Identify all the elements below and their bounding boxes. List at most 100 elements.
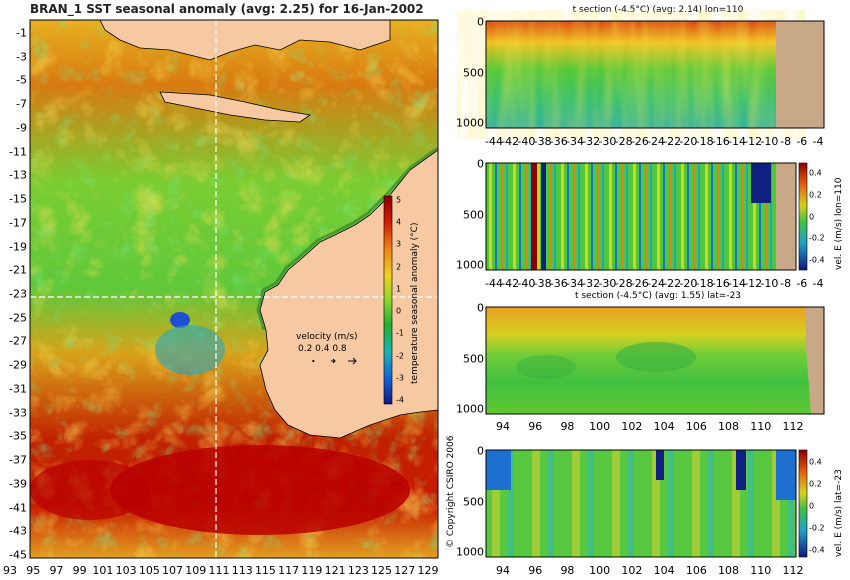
map-y-tick: -1	[16, 26, 27, 40]
land-indonesia	[99, 19, 391, 61]
vel-section-lat23-plot	[485, 449, 797, 558]
map-y-tick: -43	[9, 524, 27, 538]
panel1-x-tick: -14	[728, 135, 746, 148]
panel2-y-tick: 0	[477, 157, 484, 171]
panel2-y-tick: 500	[463, 208, 484, 221]
map-y-tick: -41	[9, 501, 27, 515]
panel2-colorbar-tick: -0.2	[809, 233, 825, 243]
panel4-x-tick: 100	[589, 564, 611, 577]
map-y-tick: -3	[16, 50, 27, 64]
map-x-tick: 117	[278, 564, 300, 577]
panel4-x-tick: 110	[750, 564, 772, 577]
map-x-tick: 109	[185, 564, 207, 577]
panel4-x-tick: 94	[496, 564, 510, 577]
panel4-colorbar-tick: 0.2	[809, 479, 822, 489]
map-x-tick: 115	[254, 564, 276, 577]
coastal-cool-water	[256, 146, 439, 331]
panel4-x-tick: 108	[718, 564, 740, 577]
panel2-x-tick: -22	[663, 277, 682, 290]
panel4-colorbar-label: vel. E (m/s) lat=-23	[834, 469, 844, 557]
panel1-y-tick: 1000	[456, 116, 484, 130]
panel4-x-tick: 112	[782, 564, 804, 577]
panel2-x-tick: -30	[598, 277, 617, 290]
map-y-tick: -13	[9, 168, 27, 182]
panel1-y-tick: 0	[477, 15, 484, 29]
panel2-x-tick: -44	[485, 277, 503, 290]
map-y-tick: -25	[9, 311, 27, 325]
panel2-x-tick: -16	[711, 277, 730, 290]
panel4-x-tick: 106	[685, 564, 707, 577]
panel4-x-tick: 98	[560, 564, 575, 577]
map-colorbar-tick: 0	[396, 306, 402, 316]
panel3-y-tick: 0	[477, 301, 484, 315]
map-x-tick: 101	[92, 564, 114, 577]
panel3-x-tick: 100	[589, 420, 611, 433]
map-y-tick: -39	[9, 477, 27, 491]
panel4-colorbar-tick: 0	[809, 501, 815, 511]
warm-anomaly-south	[110, 445, 410, 535]
panel4-colorbar	[798, 449, 808, 558]
panel2-colorbar-tick: 0	[809, 212, 815, 221]
map-y-tick: -17	[9, 216, 27, 230]
panel2-colorbar-label: vel. E (m/s) lon=110	[834, 177, 844, 270]
panel1-x-tick: -30	[598, 135, 617, 148]
panel1-x-tick: -28	[614, 135, 633, 148]
panel2-x-tick: -10	[760, 277, 779, 290]
map-y-tick: -5	[16, 73, 27, 87]
panel3-y-tick: 500	[463, 352, 484, 365]
map-colorbar-tick: -3	[396, 373, 404, 383]
panel1-x-tick: -38	[533, 135, 552, 148]
map-x-tick: 99	[72, 564, 87, 577]
panel4-colorbar-tick: -0.4	[809, 545, 825, 555]
panel4-x-tick: 96	[528, 564, 543, 577]
section-land	[776, 21, 824, 128]
panel3-x-tick: 106	[685, 420, 707, 433]
panel3-x-tick: 112	[782, 420, 804, 433]
page-title: BRAN_1 SST seasonal anomaly (avg: 2.25) …	[30, 2, 424, 16]
panel1-x-tick: -18	[695, 135, 714, 148]
map-y-tick: -37	[9, 453, 27, 467]
map-x-tick: 123	[347, 564, 369, 577]
panel1-x-tick: -42	[501, 135, 520, 148]
map-colorbar-label: temperature seasonal anomaly (°C)	[410, 222, 420, 384]
velocity-legend-values: 0.2 0.4 0.8	[298, 344, 347, 354]
panel2-x-tick: -20	[679, 277, 698, 290]
panel4-y-tick: 500	[463, 495, 484, 508]
map-x-tick: 127	[394, 564, 416, 577]
panel3-x-tick: 110	[750, 420, 772, 433]
panel1-x-tick: -40	[517, 135, 536, 148]
velocity-legend-label: velocity (m/s)	[296, 332, 358, 342]
panel1-title: t section (-4.5°C) (avg: 2.14) lon=110	[572, 5, 744, 15]
t-section-lon110-plot	[485, 20, 825, 129]
map-x-tick: 113	[231, 564, 253, 577]
map-colorbar-tick: 3	[396, 239, 402, 249]
panel2-x-tick: -38	[533, 277, 552, 290]
panel2-colorbar-tick: -0.4	[809, 255, 825, 265]
panel3-x-tick: 96	[528, 420, 543, 433]
map-colorbar-tick: 2	[396, 262, 402, 272]
panel3-x-tick: 108	[718, 420, 740, 433]
copyright-notice: © Copyright CSIRO 2006	[446, 435, 456, 548]
panel2-x-tick: -36	[549, 277, 568, 290]
panel2-x-tick: -18	[695, 277, 714, 290]
panel1-x-tick: -12	[744, 135, 763, 148]
panel1-x-tick: -6	[796, 135, 808, 148]
panel3-x-tick: 102	[621, 420, 643, 433]
panel4-colorbar-tick: -0.2	[809, 523, 825, 533]
map-y-tick: -31	[9, 382, 27, 396]
vel-section-lon110-plot	[485, 162, 797, 271]
map-y-tick: -15	[9, 192, 27, 206]
map-x-tick: 129	[417, 564, 439, 577]
map-y-tick: -27	[9, 334, 27, 348]
panel4-colorbar-tick: 0.4	[809, 457, 822, 467]
panel2-x-tick: -4	[812, 277, 824, 290]
panel1-x-tick: -8	[780, 135, 792, 148]
panel3-x-tick: 98	[560, 420, 575, 433]
panel1-y-tick: 500	[463, 66, 484, 79]
map-x-tick: 107	[162, 564, 184, 577]
map-colorbar-tick: -4	[396, 395, 404, 405]
map-y-tick: -7	[16, 97, 27, 111]
panel4-x-tick: 102	[621, 564, 643, 577]
map-x-tick: 105	[138, 564, 160, 577]
warm-anomaly-southwest	[30, 460, 150, 520]
